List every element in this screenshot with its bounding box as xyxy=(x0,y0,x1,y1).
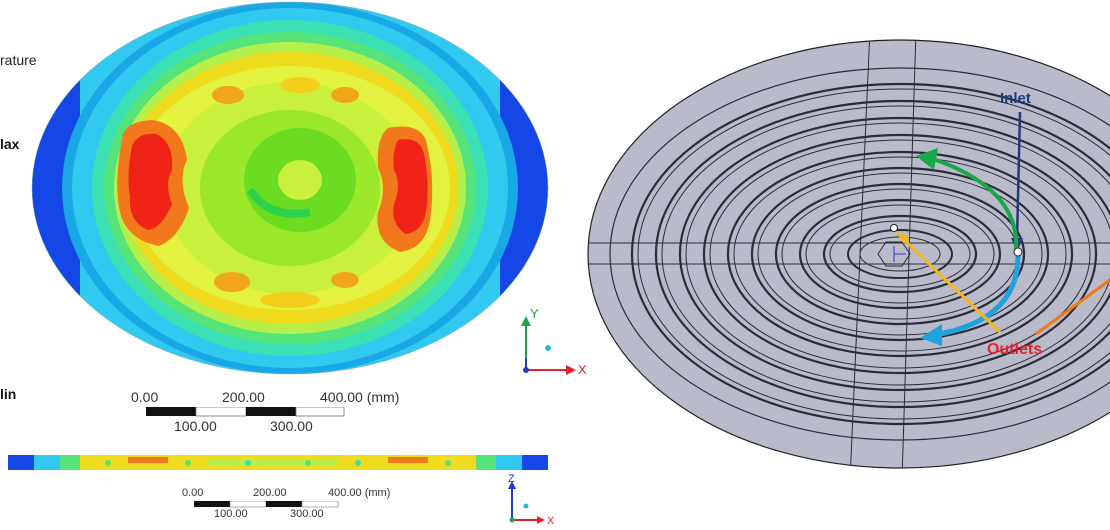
side-view-strip xyxy=(8,455,548,470)
scale-bottom-tick-200: 200.00 xyxy=(253,487,287,499)
scale-top-tick-200: 200.00 xyxy=(222,389,265,405)
scale-bottom-tick-400: 400.00 (mm) xyxy=(328,487,391,499)
scale-top-tick-300: 300.00 xyxy=(270,418,313,434)
scale-top-tick-100: 100.00 xyxy=(174,418,217,434)
legend-min-label: lin xyxy=(0,386,17,402)
scale-bar-bottom xyxy=(194,501,339,508)
scale-top-tick-400: 400.00 (mm) xyxy=(320,389,400,405)
triad-bottom-z-label: Z xyxy=(508,473,515,485)
legend-max-label: lax xyxy=(0,136,20,152)
triad-bottom-x-label: X xyxy=(547,515,555,527)
axis-triad-bottom: Z X xyxy=(508,473,555,527)
scale-bottom-tick-300: 300.00 xyxy=(290,508,324,520)
scale-bottom-tick-100: 100.00 xyxy=(214,508,248,520)
temperature-contour-plot xyxy=(31,1,549,375)
outlets-label: Outlets xyxy=(987,341,1042,358)
cooling-channel-diagram: Inlet Outlets xyxy=(587,39,1110,469)
inlet-label: Inlet xyxy=(1000,90,1031,107)
triad-top-y-label: Y xyxy=(530,308,539,321)
scale-top-tick-0: 0.00 xyxy=(131,389,159,405)
plate-outline xyxy=(587,39,1110,469)
axis-triad-top: Y X xyxy=(521,308,587,377)
scale-bottom-tick-0: 0.00 xyxy=(182,487,204,499)
scale-bar-top xyxy=(146,407,345,417)
triad-top-x-label: X xyxy=(578,362,587,377)
legend-title: rature xyxy=(0,52,37,68)
